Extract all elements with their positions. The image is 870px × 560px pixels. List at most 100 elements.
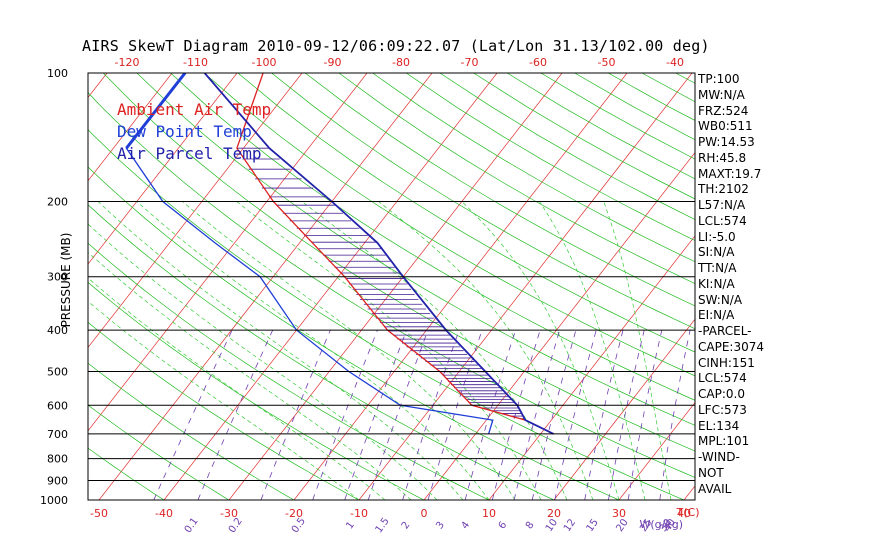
pressure-tick-label: 600 [47, 399, 68, 412]
temp-unit-label: T(C) [676, 506, 700, 519]
top-temp-tick-label: -50 [598, 56, 616, 69]
moist-adiabat-line [378, 201, 594, 500]
index-item: CAPE:3074 [698, 339, 764, 354]
index-item: WB0:511 [698, 119, 753, 134]
isotherm-line [228, 73, 563, 500]
index-item: AVAIL [698, 481, 732, 496]
index-item: TT:N/A [698, 261, 737, 275]
dry-adiabat-line [203, 73, 695, 377]
index-item: EI:N/A [698, 308, 735, 323]
index-item: -WIND- [698, 450, 740, 464]
bottom-temp-tick-label: 30 [612, 507, 626, 520]
dry-adiabat-line [372, 73, 695, 263]
index-panel: TP:100 MW:N/A FRZ:524 WB0:511 PW:14.53 RH:45.… [698, 72, 868, 497]
top-temp-tick-label: -90 [324, 56, 342, 69]
legend-ambient-air-temp: Ambient Air Temp [117, 100, 272, 119]
isotherm-line [88, 73, 173, 182]
isotherm-line [618, 401, 695, 500]
mixing-ratio-tick-label: 6 [497, 520, 510, 532]
mixing-ratio-unit-label: W(g/kg) [639, 518, 683, 531]
moist-adiabat-line [88, 277, 386, 500]
bottom-temp-tick-label: -30 [220, 507, 238, 520]
bottom-temp-tick-label: 40 [677, 507, 691, 520]
index-item: CAP:0.0 [698, 387, 745, 401]
index-item: LFC:573 [698, 402, 747, 417]
mixing-ratio-tick-label: 4 [460, 520, 473, 532]
index-item: LI:-5.0 [698, 229, 736, 244]
pressure-tick-label: 800 [47, 453, 68, 466]
dry-adiabat-line [271, 73, 695, 330]
pressure-tick-label: 500 [47, 365, 68, 378]
mixing-ratio-line [427, 329, 483, 500]
dry-adiabat-line [136, 73, 695, 426]
legend-air-parcel-temp: Air Parcel Temp [117, 144, 262, 163]
mixing-ratio-line [584, 330, 624, 500]
index-item: MPL:101 [698, 434, 750, 449]
index-item: LCL:574 [698, 371, 747, 386]
dry-adiabat-line [88, 92, 695, 478]
dry-adiabat-line [88, 242, 490, 500]
pressure-tick-label: 900 [47, 474, 68, 487]
index-item: RH:45.8 [698, 150, 747, 165]
dry-adiabat-line [88, 129, 685, 500]
pressure-tick-label: 400 [47, 324, 68, 337]
dew-point-temp-line [125, 73, 494, 435]
dry-adiabat-line [102, 73, 695, 452]
dew-point-upper-segment [125, 73, 187, 150]
isotherm-line [88, 73, 368, 432]
index-item: CINH:151 [698, 355, 755, 370]
bottom-temp-tick-label: 20 [547, 507, 561, 520]
chart-title: AIRS SkewT Diagram 2010-09-12/06:09:22.0… [82, 37, 710, 55]
index-item: MAXT:19.7 [698, 166, 762, 181]
mixing-ratio-tick-label: 15 [585, 517, 601, 534]
index-item: LCL:574 [698, 213, 747, 228]
dry-adiabat-line [304, 73, 695, 307]
index-item: SW:N/A [698, 292, 743, 307]
isotherm-line [553, 318, 695, 500]
mixing-ratio-tick-label: 3 [434, 520, 447, 532]
index-item: -PARCEL- [698, 324, 752, 338]
moist-adiabat-line [97, 201, 464, 500]
pressure-tick-label: 100 [47, 67, 68, 80]
isotherm-line [98, 73, 433, 500]
index-item: EL:134 [698, 418, 740, 433]
mixing-ratio-line [627, 330, 663, 500]
index-item: SI:N/A [698, 245, 735, 260]
bottom-temp-tick-label: 0 [421, 507, 428, 520]
index-item: FRZ:524 [698, 103, 749, 118]
mixing-ratio-line [312, 329, 378, 500]
mixing-ratio-tick-label: 1.5 [374, 516, 392, 535]
mixing-ratio-line [531, 329, 577, 500]
isotherm-line [88, 73, 238, 265]
pressure-tick-label: 200 [47, 196, 68, 209]
ambient-air-temp-line [236, 73, 554, 435]
index-item: PW:14.53 [698, 135, 755, 149]
top-temp-tick-label: -80 [392, 56, 410, 69]
mixing-ratio-line [197, 329, 274, 500]
mixing-ratio-tick-label: 0.1 [183, 516, 201, 535]
pressure-tick-label: 700 [47, 428, 68, 441]
index-item: L57:N/A [698, 198, 746, 212]
top-temp-tick-label: -100 [252, 56, 277, 69]
top-temp-tick-label: -60 [529, 56, 547, 69]
index-item: KI:N/A [698, 276, 735, 291]
top-temp-tick-label: -70 [461, 56, 479, 69]
dry-adiabat-line [88, 447, 165, 500]
dry-adiabat-line [338, 73, 695, 284]
bottom-temp-tick-label: -20 [285, 507, 303, 520]
index-item: NOT [698, 465, 724, 480]
dry-adiabat-line [88, 362, 295, 500]
top-temp-tick-label: -40 [666, 56, 684, 69]
mixing-ratio-line [491, 329, 541, 500]
isotherm-line [423, 151, 695, 500]
isotherm-line [358, 73, 693, 500]
air-parcel-temp-line [203, 73, 554, 435]
top-temp-tick-label: -110 [183, 56, 208, 69]
isotherm-line [88, 73, 303, 349]
pressure-tick-label: 1000 [40, 494, 68, 507]
mixing-ratio-tick-label: 12 [562, 517, 578, 534]
bottom-temp-tick-label: -40 [155, 507, 173, 520]
dry-adiabat-line [88, 281, 425, 500]
